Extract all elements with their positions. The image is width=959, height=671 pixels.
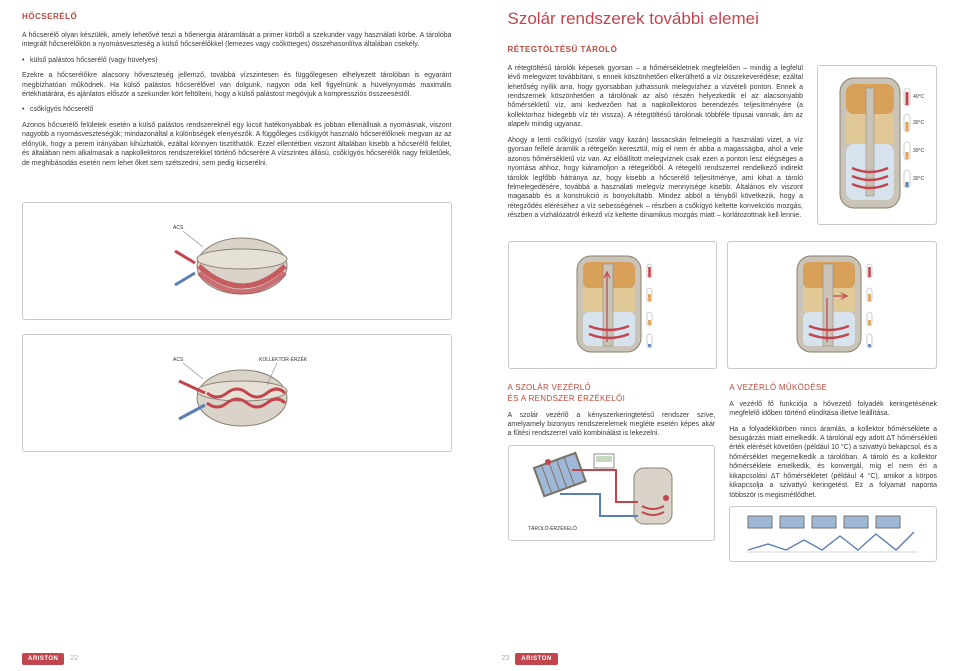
footer-right: ARISTON 23 xyxy=(502,653,938,665)
footer-left: ARISTON 22 xyxy=(22,653,458,665)
figure-controller-chart xyxy=(729,506,937,562)
svg-text:40°C: 40°C xyxy=(913,94,925,100)
paragraph: Ahogy a lenti csőkígyó (szolár vagy kazá… xyxy=(508,136,804,221)
brand-logo: ARISTON xyxy=(22,653,64,665)
paragraph: Ezekre a hőcserélőkre alacsony hővesztes… xyxy=(22,71,452,99)
paragraph: A rétegtöltésű tárolók képesek gyorsan –… xyxy=(508,64,804,130)
paragraph: Azonos hőcserélő felületek esetén a küls… xyxy=(22,121,452,168)
main-title: Szolár rendszerek további elemei xyxy=(508,8,938,31)
svg-text:30°C: 30°C xyxy=(913,120,925,126)
svg-text:30°C: 30°C xyxy=(913,176,925,182)
label-collector-sensor: KOLLEKTOR-ÉRZÉKELŐ xyxy=(259,356,307,363)
page-number: 22 xyxy=(70,654,78,663)
svg-text:30°C: 30°C xyxy=(913,148,925,154)
section-heading-left: HŐCSERÉLŐ xyxy=(22,12,452,23)
sub-heading-controller-sensors: A SZOLÁR VEZÉRLŐ ÉS A RENDSZER ÉRZÉKELŐI xyxy=(508,383,716,405)
sub-heading-controller-operation: A VEZÉRLŐ MŰKÖDÉSE xyxy=(729,383,937,394)
label-tank-sensor: TÁROLÓ-ÉRZÉKELŐ xyxy=(528,525,577,532)
label-acs: ACS xyxy=(173,357,184,363)
figure-stratified-diagram-a xyxy=(508,241,718,369)
brand-logo: ARISTON xyxy=(515,653,557,665)
section-heading-right: RÉTEGTÖLTÉSŰ TÁROLÓ xyxy=(508,45,804,56)
bullet-item: csőkígyós hőcserélő xyxy=(22,105,452,114)
bullet-item: külső palástos hőcserélő (vagy hüvelyes) xyxy=(22,56,452,65)
paragraph: A vezérlő fő funkciója a hővezető folyad… xyxy=(729,400,937,419)
paragraph: A hőcserélő olyan készülék, amely lehető… xyxy=(22,31,452,50)
page-number: 23 xyxy=(502,654,510,663)
figure-stratified-tank: 40°C 30°C 30°C 30°C xyxy=(817,65,937,225)
paragraph: A szolár vezérlő a kényszerkeringtetésű … xyxy=(508,411,716,439)
paragraph: Ha a folyadékkörben nincs áramlás, a kol… xyxy=(729,425,937,501)
figure-acs-top: ACS xyxy=(22,202,452,320)
figure-stratified-diagram-b xyxy=(727,241,937,369)
figure-acs-bottom: ACS KOLLEKTOR-ÉRZÉKELŐ xyxy=(22,334,452,452)
label-acs: ACS xyxy=(173,225,184,231)
figure-sensor-schematic: TÁROLÓ-ÉRZÉKELŐ xyxy=(508,445,716,541)
